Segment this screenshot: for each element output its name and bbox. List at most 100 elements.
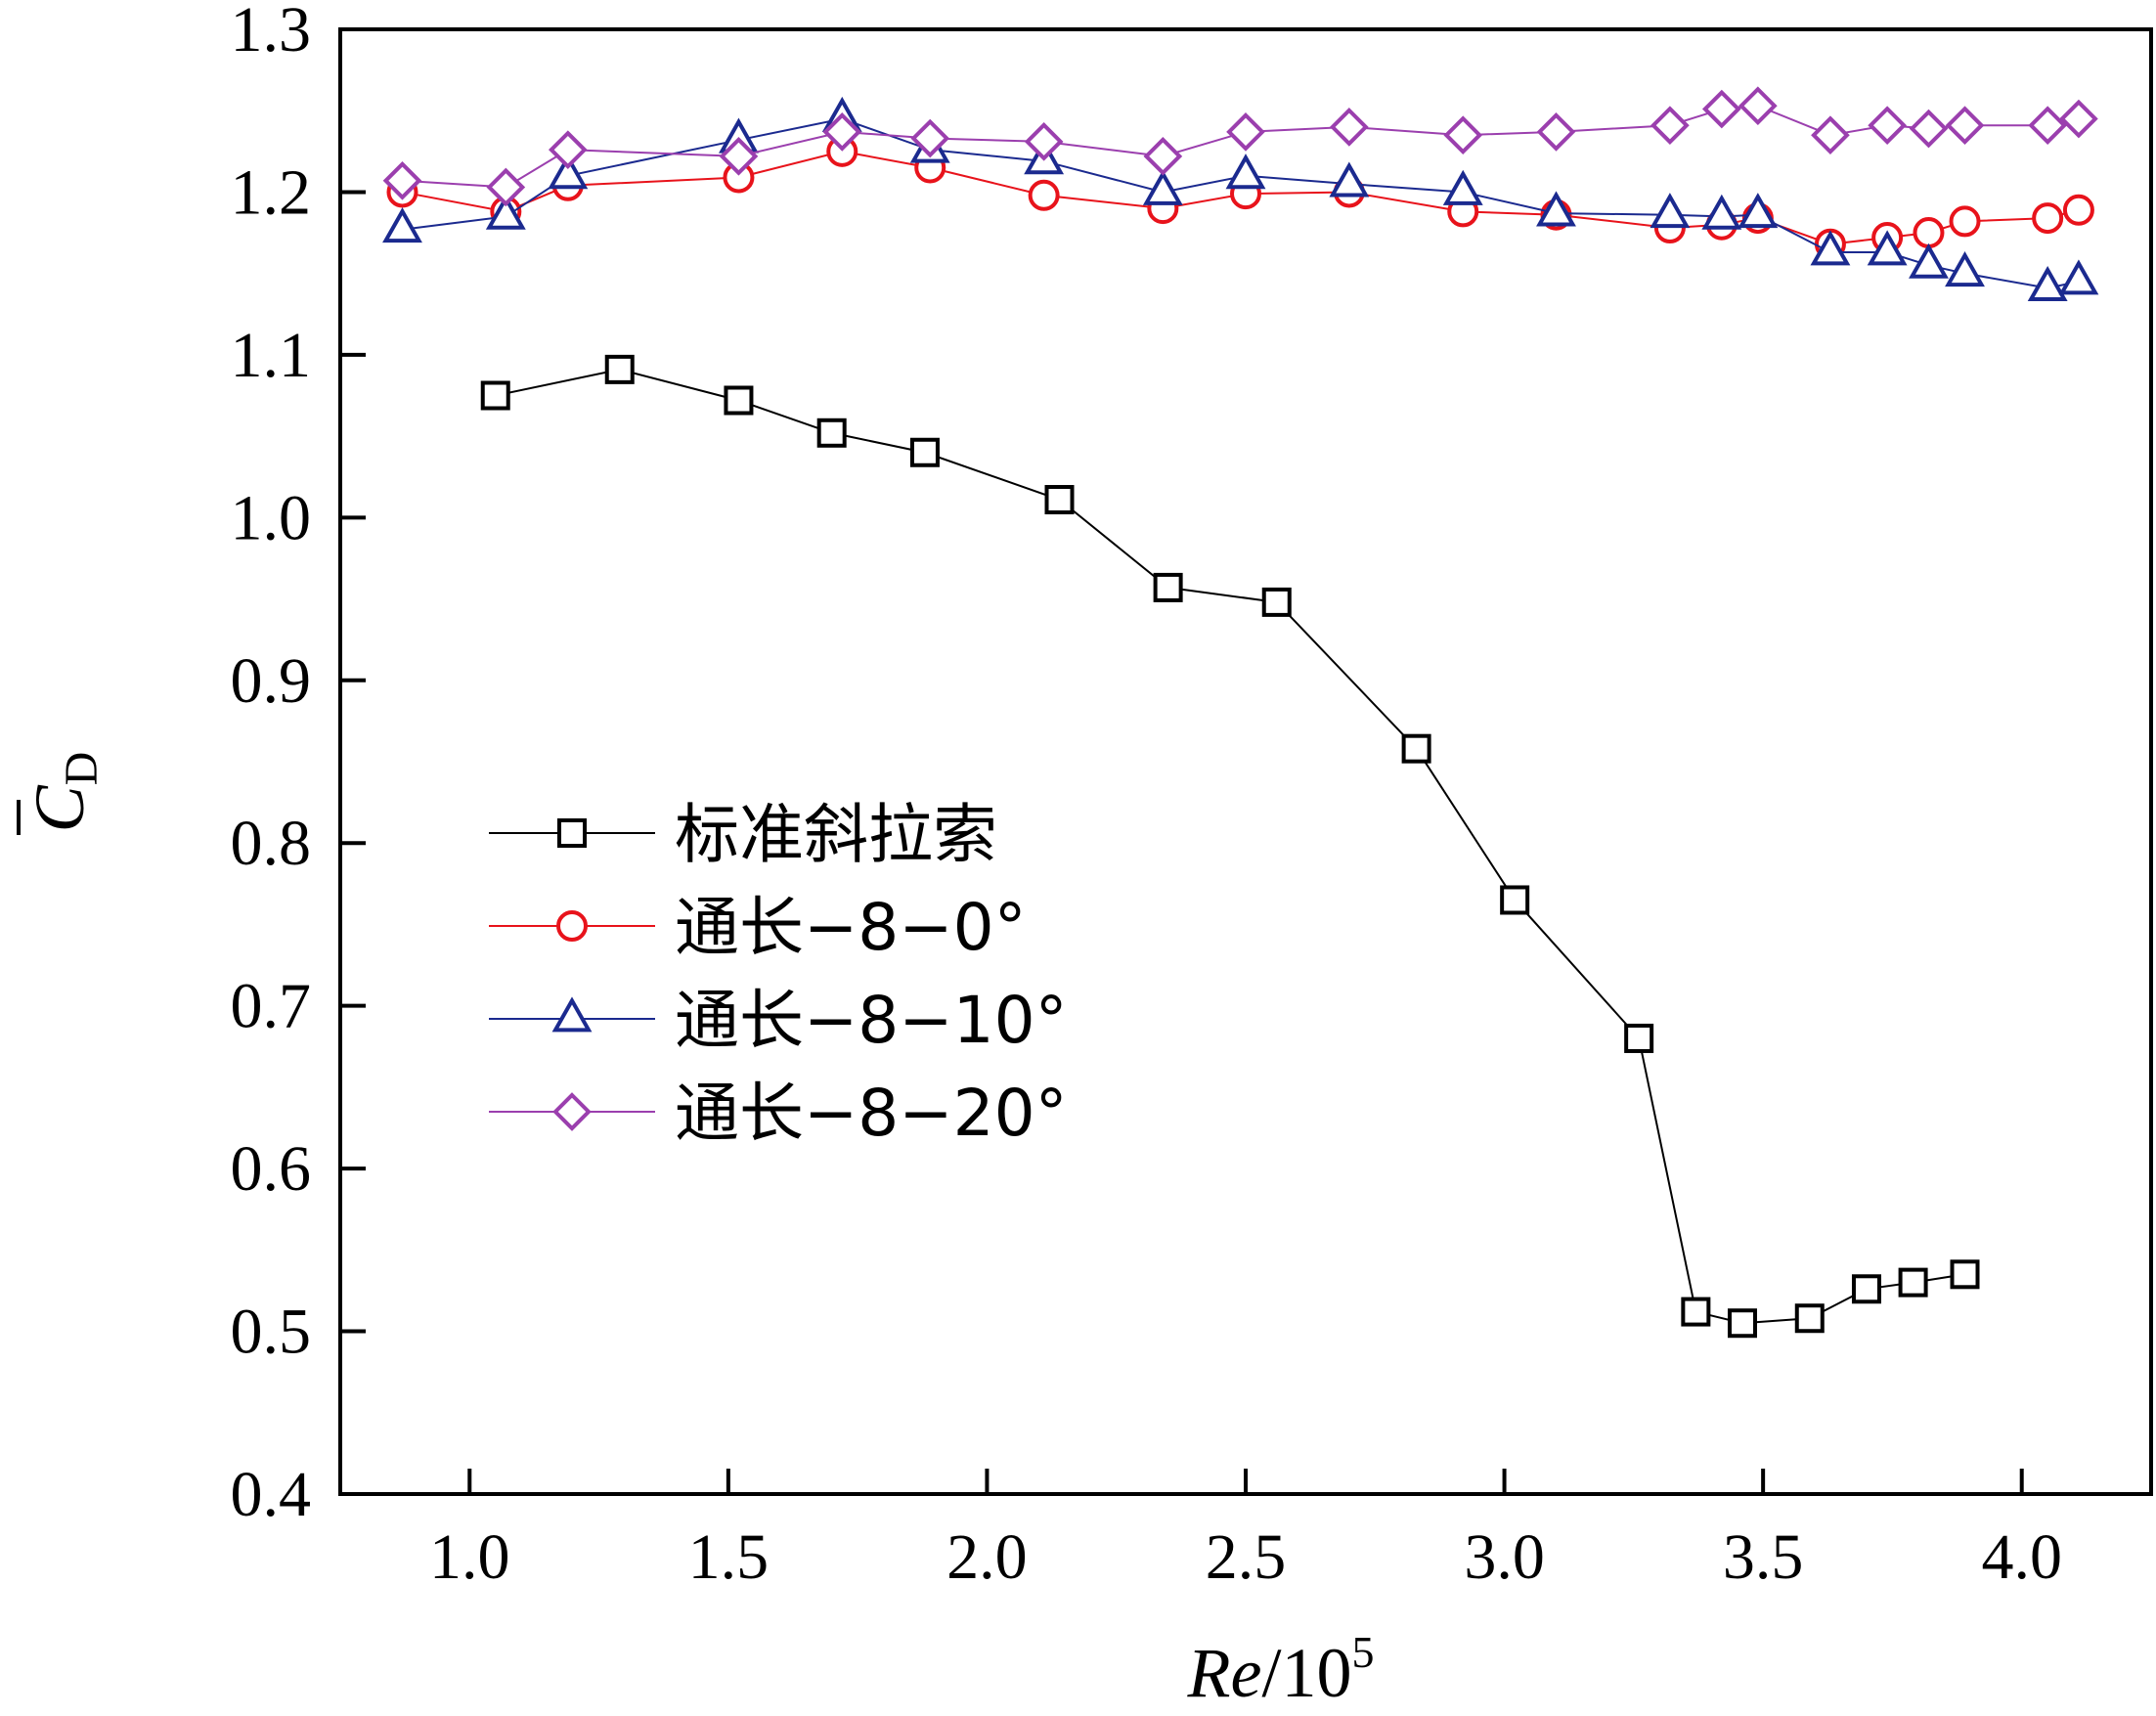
data-point [1500, 885, 1530, 915]
data-point [1536, 191, 1576, 227]
y-tick-label: 0.5 [231, 1297, 312, 1368]
y-tick-label: 0.7 [231, 971, 312, 1042]
data-point [382, 207, 422, 243]
data-point [1811, 115, 1850, 155]
data-point [382, 160, 422, 200]
data-point [1330, 108, 1369, 147]
data-point [1142, 169, 1183, 205]
y-axis-label-main: C [21, 784, 99, 832]
y-tick-label: 0.9 [231, 645, 312, 717]
legend-item: 通长−8−10° [489, 983, 1068, 1058]
legend-item: 通长−8−0° [489, 890, 1027, 965]
data-point [1650, 106, 1690, 146]
data-point [1044, 485, 1075, 515]
data-point [1867, 230, 1908, 266]
legend-marker [556, 910, 588, 942]
y-tick-label: 0.4 [231, 1459, 312, 1530]
legend-item: 通长−8−20° [489, 1076, 1068, 1151]
data-point [1225, 154, 1266, 190]
data-point [1443, 115, 1483, 155]
legend-item: 标准斜拉索 [489, 797, 997, 872]
x-axis-label-base: /10 [1261, 1634, 1351, 1712]
data-point [1945, 106, 1985, 146]
data-point [1681, 1297, 1711, 1327]
data-point [1810, 230, 1851, 266]
legend-marker [551, 996, 593, 1033]
data-point [1153, 572, 1183, 602]
data-point [1536, 112, 1576, 152]
data-point [1738, 86, 1778, 126]
data-point [1909, 109, 1949, 149]
series-2 [386, 135, 2094, 260]
data-point [1945, 251, 1985, 287]
data-point [1794, 1303, 1825, 1334]
data-point [822, 112, 862, 152]
data-point [1738, 193, 1779, 229]
x-tick-label: 1.0 [429, 1521, 510, 1593]
data-point [1950, 1259, 1980, 1290]
data-point [1701, 89, 1741, 129]
data-point [1261, 587, 1292, 617]
data-point [480, 380, 510, 411]
data-point [1028, 179, 1060, 211]
data-point [1401, 733, 1431, 764]
data-point [1143, 136, 1183, 176]
data-point [548, 130, 588, 169]
legend-marker [552, 1092, 592, 1131]
x-tick-label: 3.5 [1723, 1521, 1804, 1593]
y-axis-label-sub: D [56, 752, 108, 786]
data-point [1868, 106, 1907, 146]
legend-label: 通长−8−10° [675, 983, 1068, 1058]
data-point [1851, 1274, 1881, 1304]
data-point [1329, 161, 1370, 198]
data-point [2058, 259, 2099, 295]
y-tick-label: 1.2 [231, 156, 312, 228]
series-3 [382, 96, 2099, 302]
legend-marker [557, 818, 587, 848]
x-axis: 1.0 1.5 2.0 2.5 3.0 3.5 4.0 [429, 1469, 2062, 1593]
y-axis: 0.4 0.5 0.6 0.7 0.8 0.9 1.0 1.1 1.2 1.3 [231, 0, 366, 1530]
y-tick-label: 1.3 [231, 0, 312, 66]
data-point [2027, 265, 2068, 302]
data-point [1226, 112, 1265, 152]
data-point [485, 194, 526, 230]
data-point [1913, 217, 1945, 249]
data-point [2032, 202, 2064, 235]
y-tick-label: 1.0 [231, 482, 312, 553]
data-point [1701, 194, 1742, 230]
series-layer [382, 86, 2099, 1339]
y-tick-label: 1.1 [231, 320, 312, 391]
data-point [548, 154, 589, 190]
data-point [604, 354, 635, 384]
data-point [1727, 1308, 1757, 1339]
y-tick-label: 0.6 [231, 1133, 312, 1205]
x-axis-label: Re/105 [1187, 1627, 1375, 1712]
data-point [486, 167, 526, 207]
x-tick-label: 1.5 [688, 1521, 770, 1593]
legend-label: 标准斜拉索 [675, 797, 997, 872]
data-point [1949, 205, 1981, 238]
y-tick-label: 0.8 [231, 808, 312, 879]
data-point [2028, 106, 2067, 146]
data-point [816, 418, 847, 448]
data-point [1898, 1267, 1928, 1298]
data-point [1650, 193, 1691, 229]
legend-label: 通长−8−0° [675, 890, 1027, 965]
series-4 [382, 86, 2098, 207]
data-point [2062, 194, 2094, 226]
svg-text:CD: CD [21, 752, 108, 833]
y-axis-label: CD [17, 752, 108, 835]
data-point [1024, 122, 1064, 161]
x-tick-label: 2.0 [946, 1521, 1028, 1593]
x-tick-label: 2.5 [1206, 1521, 1287, 1593]
data-point [1442, 169, 1483, 205]
x-axis-label-italic: Re [1187, 1634, 1262, 1712]
legend-label: 通长−8−20° [675, 1076, 1068, 1151]
data-point [1909, 242, 1949, 279]
data-point [909, 437, 940, 467]
data-point [719, 136, 759, 176]
x-tick-label: 3.0 [1464, 1521, 1545, 1593]
series-1 [480, 354, 1980, 1339]
x-axis-label-sup: 5 [1351, 1627, 1374, 1677]
